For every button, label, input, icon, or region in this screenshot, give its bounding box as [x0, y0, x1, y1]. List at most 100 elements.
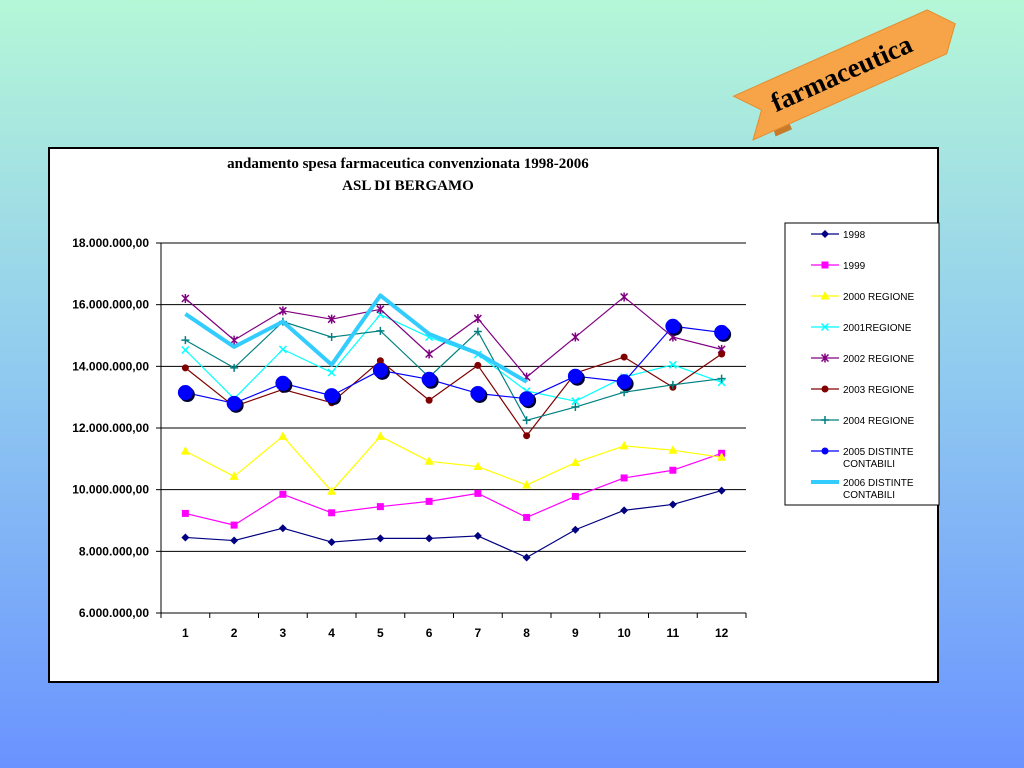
- legend-item: 2004 REGIONE: [811, 416, 914, 427]
- data-point-plus: [327, 333, 336, 342]
- legend-marker: [821, 447, 829, 455]
- data-point-circle: [718, 350, 726, 358]
- legend-item: 1998: [811, 230, 866, 241]
- data-point-triangle: [375, 431, 385, 440]
- y-tick-label: 12.000.000,00: [72, 421, 149, 435]
- data-point-bigcircle: [714, 324, 730, 340]
- series-line: [185, 353, 722, 437]
- data-point-square: [279, 490, 287, 498]
- data-point-plus: [230, 363, 239, 372]
- legend-label: 1999: [843, 261, 866, 272]
- legend-label: 2005 DISTINTE CONTABILI: [843, 447, 914, 470]
- data-point-triangle: [668, 445, 678, 454]
- legend-label: 2003 REGIONE: [843, 385, 914, 396]
- data-point-bigcircle: [567, 368, 583, 384]
- data-point-plus: [821, 416, 829, 424]
- data-point-star: [425, 349, 434, 359]
- x-tick-label: 5: [377, 626, 384, 640]
- series-line: [184, 313, 722, 402]
- legend-item: 2003 REGIONE: [811, 385, 914, 396]
- data-point-circle: [523, 432, 531, 440]
- data-point-triangle: [570, 457, 580, 467]
- legend-item: 2006 DISTINTE CONTABILI: [811, 478, 914, 501]
- data-point-x: [820, 322, 830, 332]
- y-tick-label: 6.000.000,00: [79, 606, 149, 620]
- data-point-star: [620, 292, 629, 302]
- series-5: [181, 350, 726, 440]
- data-point-triangle: [424, 456, 434, 465]
- data-point-bigcircle: [616, 374, 632, 390]
- data-point-triangle: [278, 431, 288, 440]
- x-tick-label: 9: [572, 626, 579, 640]
- data-point-diamond: [821, 230, 829, 238]
- data-point-square: [571, 492, 579, 500]
- data-point-bigcircle: [665, 318, 681, 334]
- data-point-circle: [620, 353, 628, 361]
- series-line: [185, 435, 722, 492]
- data-point-diamond: [376, 534, 385, 543]
- data-point-diamond: [522, 553, 531, 562]
- legend-label: 2000 REGIONE: [843, 292, 914, 303]
- data-point-triangle: [180, 446, 190, 455]
- data-point-circle: [474, 361, 482, 369]
- data-point-triangle: [327, 486, 337, 495]
- data-point-star: [327, 314, 336, 324]
- data-point-plus: [181, 336, 190, 345]
- legend-label: 2006 DISTINTE CONTABILI: [843, 478, 914, 501]
- data-point-star: [181, 294, 190, 303]
- data-point-diamond: [181, 533, 190, 542]
- data-point-plus: [717, 374, 726, 383]
- x-tick-label: 2: [231, 626, 238, 640]
- data-point-x: [571, 397, 580, 406]
- data-point-diamond: [571, 525, 580, 534]
- data-point-square: [376, 503, 384, 511]
- series-2: [180, 431, 727, 495]
- data-point-triangle: [473, 461, 483, 471]
- series-3: [181, 310, 726, 406]
- data-point-x: [327, 368, 336, 377]
- series-8: [184, 293, 528, 384]
- series-line: [185, 325, 722, 404]
- series-4: [181, 292, 726, 382]
- line-chart: andamento spesa farmaceutica convenziona…: [72, 156, 940, 640]
- x-tick-label: 7: [475, 626, 482, 640]
- data-point-bigcircle: [324, 388, 340, 404]
- data-point-diamond: [717, 486, 726, 495]
- data-point-x: [668, 360, 677, 369]
- data-point-triangle: [717, 452, 727, 461]
- series-7: [177, 318, 732, 413]
- data-point-diamond: [327, 538, 336, 547]
- banner-ribbon: [732, 9, 956, 141]
- data-point-square: [328, 509, 336, 517]
- data-point-diamond: [230, 536, 239, 545]
- legend-item: 2001REGIONE: [811, 322, 912, 334]
- legend-box: [784, 222, 940, 506]
- data-point-bigcircle: [275, 375, 291, 391]
- data-point-star: [571, 332, 580, 342]
- y-tick-label: 10.000.000,00: [72, 483, 149, 497]
- data-point-x: [181, 345, 190, 355]
- series-line: [185, 452, 722, 526]
- data-point-square: [474, 489, 482, 497]
- data-point-plus: [376, 326, 385, 335]
- chart-panel: andamento spesa farmaceutica convenziona…: [48, 147, 940, 683]
- data-point-square: [620, 474, 628, 482]
- data-point-triangle: [820, 291, 830, 300]
- data-point-bigcircle: [519, 391, 535, 407]
- data-point-plus: [571, 403, 580, 412]
- data-point-star: [230, 335, 239, 345]
- data-point-triangle: [229, 471, 239, 480]
- x-tick-label: 1: [182, 626, 189, 640]
- x-tick-label: 6: [426, 626, 433, 640]
- y-tick-label: 18.000.000,00: [72, 236, 149, 250]
- data-point-diamond: [425, 534, 434, 543]
- data-point-circle: [425, 396, 433, 404]
- data-point-circle: [821, 385, 829, 393]
- data-point-bigcircle: [226, 395, 242, 411]
- data-point-bigcircle: [372, 362, 388, 378]
- x-tick-label: 3: [280, 626, 287, 640]
- x-tick-label: 12: [715, 626, 729, 640]
- data-point-triangle: [619, 440, 629, 450]
- data-point-star: [278, 306, 287, 316]
- legend-item: 2002 REGIONE: [811, 353, 914, 365]
